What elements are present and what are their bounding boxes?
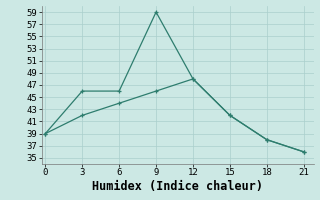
X-axis label: Humidex (Indice chaleur): Humidex (Indice chaleur) [92,180,263,193]
